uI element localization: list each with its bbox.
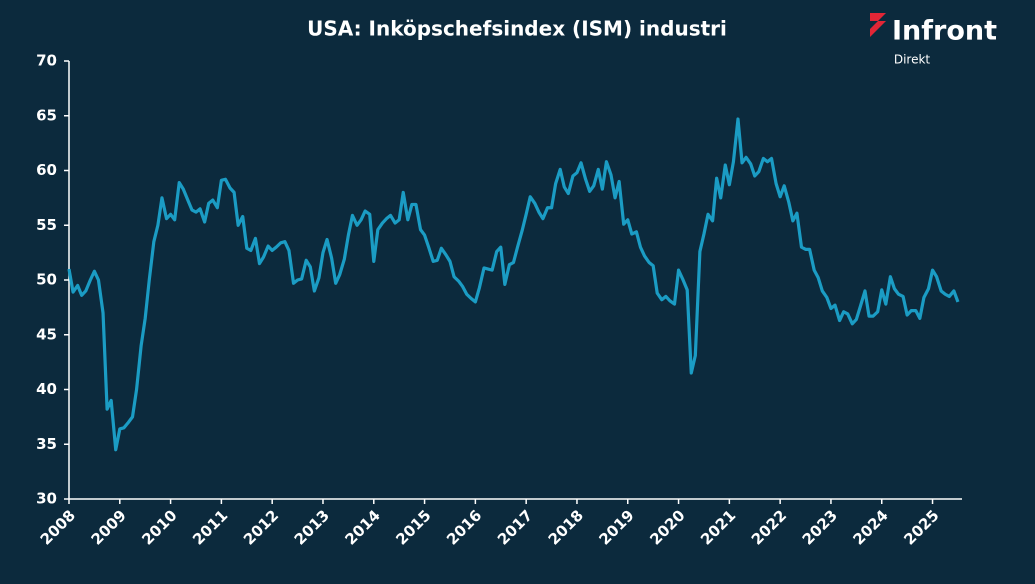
- y-tick-label: 35: [36, 435, 57, 453]
- y-tick-label: 55: [36, 216, 57, 234]
- y-tick-label: 45: [36, 325, 57, 343]
- line: [67, 117, 960, 452]
- y-tick-label: 40: [36, 380, 57, 398]
- logo-sub: Direkt: [894, 53, 931, 67]
- chart-title: USA: Inköpschefsindex (ISM) industri: [307, 17, 727, 41]
- y-tick-label: 65: [36, 106, 57, 124]
- logo-name: Infront: [892, 16, 997, 47]
- y-tick-label: 50: [36, 271, 57, 289]
- logo: Infront Direkt: [870, 13, 997, 67]
- y-tick-label: 70: [36, 52, 57, 70]
- y-tick-label: 30: [36, 490, 57, 508]
- logo-icon: [870, 13, 886, 37]
- y-tick-label: 60: [36, 161, 57, 179]
